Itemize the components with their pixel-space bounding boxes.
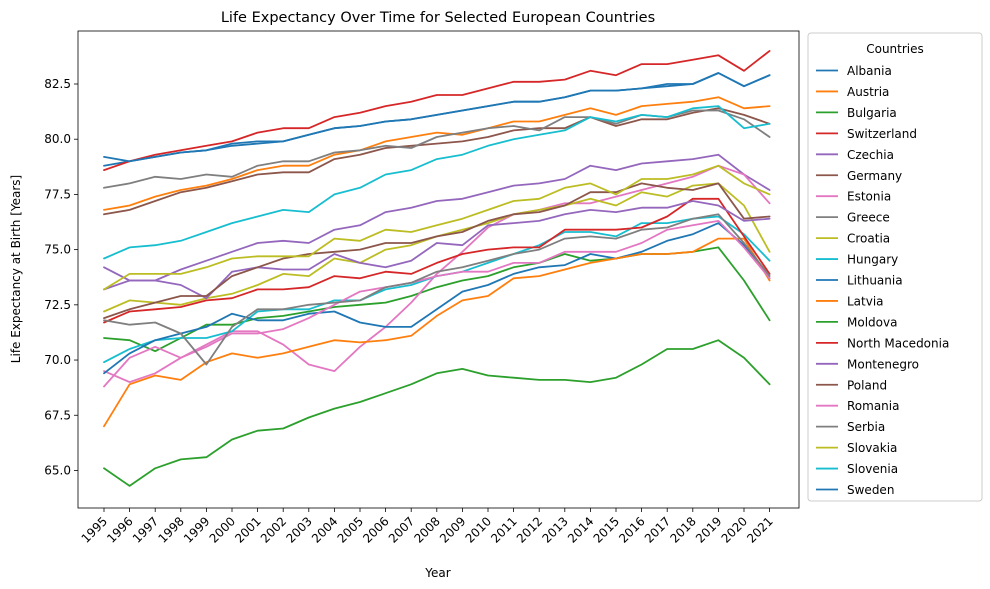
x-tick-label: 2017 <box>642 514 673 545</box>
legend: Countries Albania Austria Bulgaria Switzerl… <box>807 32 983 502</box>
legend-label-montenegro: Montenegro <box>847 357 919 371</box>
x-tick-label: 2004 <box>309 514 340 545</box>
x-tick-label: 2010 <box>463 514 494 545</box>
legend-label-switzerland: Switzerland <box>847 127 917 141</box>
y-axis-title: Life Expectancy at Birth [Years] <box>9 175 23 363</box>
y-tick-label: 82.5 <box>44 77 71 91</box>
x-tick-label: 2009 <box>437 514 468 545</box>
series-line-romania <box>103 219 771 388</box>
y-tick-label: 72.5 <box>44 298 71 312</box>
x-tick-label: 2007 <box>386 514 417 545</box>
legend-label-bulgaria: Bulgaria <box>847 106 897 120</box>
series-line-sweden <box>103 72 771 163</box>
legend-label-albania: Albania <box>847 64 892 78</box>
chart-title: Life Expectancy Over Time for Selected E… <box>221 10 655 26</box>
x-tick-label: 1996 <box>104 514 135 545</box>
x-tick-label: 2002 <box>258 514 289 545</box>
series-line-austria <box>103 96 771 211</box>
x-tick-label: 2011 <box>488 514 519 545</box>
series-line-hungary <box>103 215 771 364</box>
series-line-greece <box>103 109 771 189</box>
x-tick-label: 2020 <box>719 514 750 545</box>
x-tick-label: 1998 <box>155 514 186 545</box>
legend-label-lithuania: Lithuania <box>847 274 903 288</box>
legend-label-serbia: Serbia <box>847 420 885 434</box>
x-axis: 1995199619971998199920002001200220032004… <box>79 508 776 546</box>
legend-label-czechia: Czechia <box>847 148 894 162</box>
x-tick-label: 2021 <box>744 514 775 545</box>
legend-label-austria: Austria <box>847 85 889 99</box>
x-tick-label: 2003 <box>283 514 314 545</box>
legend-label-hungary: Hungary <box>847 253 898 267</box>
series-layer <box>103 50 771 487</box>
y-tick-label: 77.5 <box>44 187 71 201</box>
x-tick-label: 1995 <box>79 514 110 545</box>
series-line-germany <box>103 107 771 216</box>
legend-frame <box>807 32 983 502</box>
x-tick-label: 2000 <box>207 514 238 545</box>
series-line-lithuania <box>103 222 771 375</box>
series-line-moldova <box>103 339 771 487</box>
series-line-czechia <box>103 153 771 291</box>
x-tick-label: 2014 <box>565 514 596 545</box>
x-tick-label: 2008 <box>411 514 442 545</box>
x-tick-label: 2012 <box>514 514 545 545</box>
series-line-poland <box>103 182 771 320</box>
legend-label-estonia: Estonia <box>847 190 891 204</box>
series-line-switzerland <box>103 50 771 172</box>
series-line-latvia <box>103 237 771 428</box>
legend-label-slovenia: Slovenia <box>847 462 898 476</box>
legend-label-sweden: Sweden <box>847 483 894 497</box>
x-tick-label: 2006 <box>360 514 391 545</box>
y-tick-label: 80.0 <box>44 132 71 146</box>
x-tick-label: 2019 <box>693 514 724 545</box>
x-axis-title: Year <box>424 566 450 580</box>
series-line-croatia <box>103 182 771 313</box>
x-tick-label: 2001 <box>232 514 263 545</box>
x-tick-label: 2015 <box>591 514 622 545</box>
y-tick-label: 75.0 <box>44 243 71 257</box>
legend-label-slovakia: Slovakia <box>847 441 897 455</box>
x-tick-label: 2013 <box>539 514 570 545</box>
series-line-serbia <box>103 213 771 366</box>
x-tick-label: 1997 <box>130 514 161 545</box>
legend-title: Countries <box>866 42 924 56</box>
x-tick-label: 2016 <box>616 514 647 545</box>
legend-label-north-macedonia: North Macedonia <box>847 336 949 350</box>
legend-label-greece: Greece <box>847 211 890 225</box>
series-line-slovakia <box>103 164 771 291</box>
plot-area-frame <box>77 30 800 509</box>
y-tick-label: 65.0 <box>44 463 71 477</box>
y-tick-label: 70.0 <box>44 353 71 367</box>
legend-label-latvia: Latvia <box>847 294 884 308</box>
legend-items: Albania Austria Bulgaria Switzerland Czechia… <box>816 64 949 497</box>
legend-label-romania: Romania <box>847 399 899 413</box>
legend-label-croatia: Croatia <box>847 232 890 246</box>
x-tick-label: 2018 <box>667 514 698 545</box>
x-tick-label: 1999 <box>181 514 212 545</box>
x-tick-label: 2005 <box>335 514 366 545</box>
legend-label-germany: Germany <box>847 169 902 183</box>
y-axis: 65.0 67.5 70.0 72.5 75.0 77.5 80.0 82.5 <box>44 77 78 477</box>
series-line-north-macedonia <box>103 197 771 324</box>
legend-label-poland: Poland <box>847 378 887 392</box>
series-line-slovenia <box>103 105 771 260</box>
y-tick-label: 67.5 <box>44 408 71 422</box>
legend-label-moldova: Moldova <box>847 315 897 329</box>
